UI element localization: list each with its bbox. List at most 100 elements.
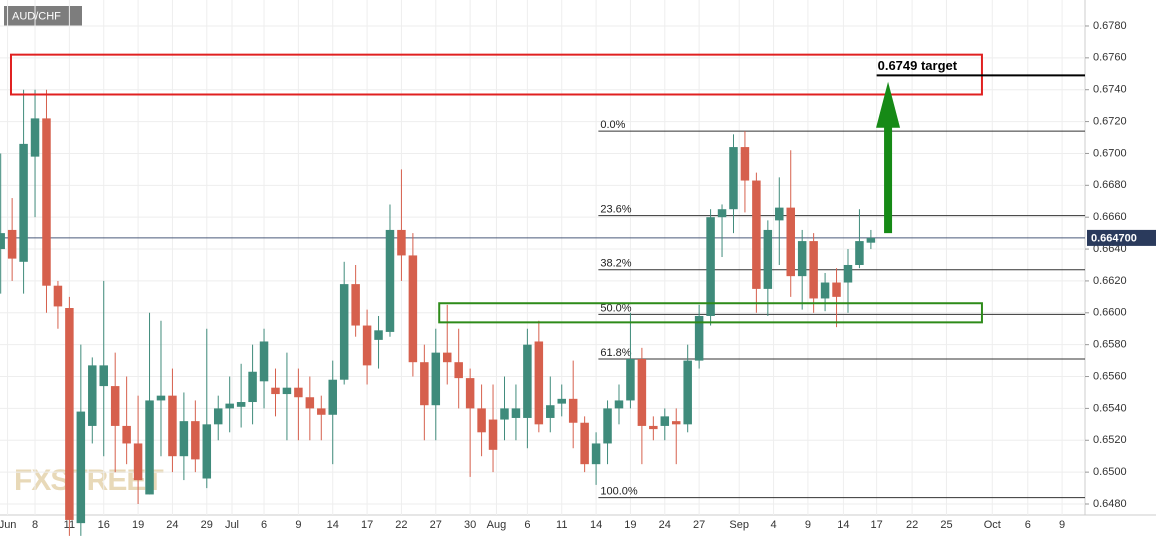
x-tick-label: 9 [805,519,811,531]
candle-body [385,229,395,332]
candle-body [546,405,555,418]
candle-body [282,387,292,395]
last-price-label: 0.664700 [1091,232,1137,244]
x-tick-label: 27 [693,519,705,531]
x-tick-label: 9 [1059,519,1065,531]
fib-label: 61.8% [600,347,631,359]
candle-body [248,371,257,403]
x-tick-label: Sep [729,519,749,531]
candle-body [671,421,681,425]
y-tick-label: 0.6500 [1093,466,1127,478]
candle-body [591,443,601,465]
x-tick-label: 4 [770,519,776,531]
x-tick-label: 22 [395,519,407,531]
fib-label: 23.6% [600,203,631,215]
candle-body [500,408,509,420]
candle-body [797,241,807,277]
x-tick-label: 17 [361,519,373,531]
candle-body [317,408,326,415]
x-tick-label: Oct [984,519,1001,531]
x-tick-label: 24 [166,519,178,531]
candle-body [683,360,692,425]
x-tick-label: 8 [32,519,38,531]
x-tick-label: 6 [261,519,267,531]
candle-body [488,419,498,450]
last-price-badge [1087,229,1156,246]
x-tick-label: 19 [132,519,144,531]
candle-body [110,386,120,426]
arrow-shaft [884,126,893,234]
candle-body [855,241,864,265]
x-tick-label: Aug [487,519,507,531]
candle-body [236,402,246,407]
candle-body [65,308,74,520]
candle-body [603,408,612,444]
y-tick-label: 0.6740 [1093,84,1127,96]
fib-label: 50.0% [600,302,631,314]
candle-body [420,362,429,406]
candle-body [568,398,578,423]
candle-body [53,285,63,307]
candle-body [122,425,131,444]
symbol-label: AUD/CHF [12,10,61,22]
y-tick-label: 0.6780 [1093,20,1127,32]
x-tick-label: 24 [659,519,671,531]
x-tick-label: 6 [524,519,530,531]
candle-body [866,237,876,243]
y-tick-label: 0.6620 [1093,275,1127,287]
candle-body [213,408,223,425]
symbol-badge [4,6,82,26]
candle-body [442,352,452,363]
candle-body [88,365,97,426]
x-tick-label: 11 [556,519,567,531]
candle-body [740,147,750,181]
x-tick-label: 6 [1025,519,1031,531]
candle-body [145,400,154,495]
fib-label: 0.0% [600,119,625,131]
candle-body [729,147,738,210]
y-tick-label: 0.6480 [1093,498,1127,510]
target-label: 0.6749 target [878,58,958,73]
candle-body [557,398,566,404]
candle-body [465,378,475,409]
candle-body [649,425,658,430]
candle-body [660,416,670,426]
y-tick-label: 0.6660 [1093,211,1127,223]
candle-body [30,118,40,157]
candle-body [19,143,28,262]
candle-body [511,408,521,418]
x-tick-label: 9 [295,519,301,531]
candle-body [7,229,17,259]
candle-body [408,255,418,363]
candle-body [786,207,795,277]
y-tick-label: 0.6520 [1093,434,1127,446]
x-tick-label: 22 [906,519,918,531]
y-tick-label: 0.6760 [1093,52,1127,64]
candle-body [133,443,143,481]
candle-body [339,284,349,380]
candle-body [454,362,463,379]
candle-body [523,344,532,418]
candle-body [843,264,853,283]
candle-body [294,387,303,398]
zone [438,302,983,324]
overlays: 0.664700 0.6749 target [9,53,1156,324]
candle-body [832,282,841,297]
candle-body [397,229,406,256]
x-tick-label: 29 [201,519,213,531]
candle-body [351,284,360,326]
candle-body [305,397,315,409]
candle-body [362,325,372,366]
x-tick-label: 17 [870,519,882,531]
y-tick-label: 0.6600 [1093,307,1127,319]
candle-body [374,330,383,340]
fib-label: 100.0% [600,486,638,498]
candle-body [752,180,761,289]
candle-body [580,422,589,465]
candle-body [202,424,212,479]
candle-body [328,379,337,415]
candle-body [706,217,715,316]
x-tick-label: 25 [940,519,952,531]
candle-body [763,229,773,289]
